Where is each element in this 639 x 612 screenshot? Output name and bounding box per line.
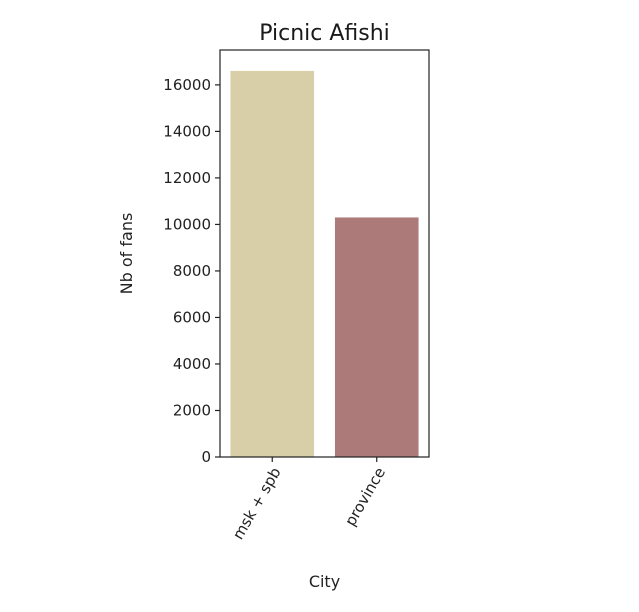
bar-province — [334, 217, 419, 457]
y-tick-label: 10000 — [163, 215, 211, 233]
x-tick-label: province — [341, 464, 389, 529]
y-tick-label: 4000 — [173, 355, 211, 373]
bars-group — [230, 70, 419, 457]
y-axis-label: Nb of fans — [117, 213, 136, 295]
y-axis: 0 2000 4000 6000 8000 10000 12000 14000 16000 — [163, 76, 220, 466]
y-tick-label: 12000 — [163, 169, 211, 187]
chart-title: Picnic Afishi — [259, 21, 390, 46]
y-tick-label: 14000 — [163, 122, 211, 140]
plot-frame — [219, 49, 430, 458]
y-tick-label: 16000 — [163, 76, 211, 94]
bar-msk-spb — [230, 70, 315, 457]
y-tick-label: 2000 — [173, 401, 211, 419]
y-tick-label: 6000 — [173, 308, 211, 326]
y-tick-label: 0 — [201, 448, 211, 466]
x-axis-label: City — [309, 572, 340, 591]
x-tick-label: msk + spb — [229, 464, 285, 542]
x-axis: msk + spb province — [229, 457, 389, 543]
y-tick-label: 8000 — [173, 262, 211, 280]
